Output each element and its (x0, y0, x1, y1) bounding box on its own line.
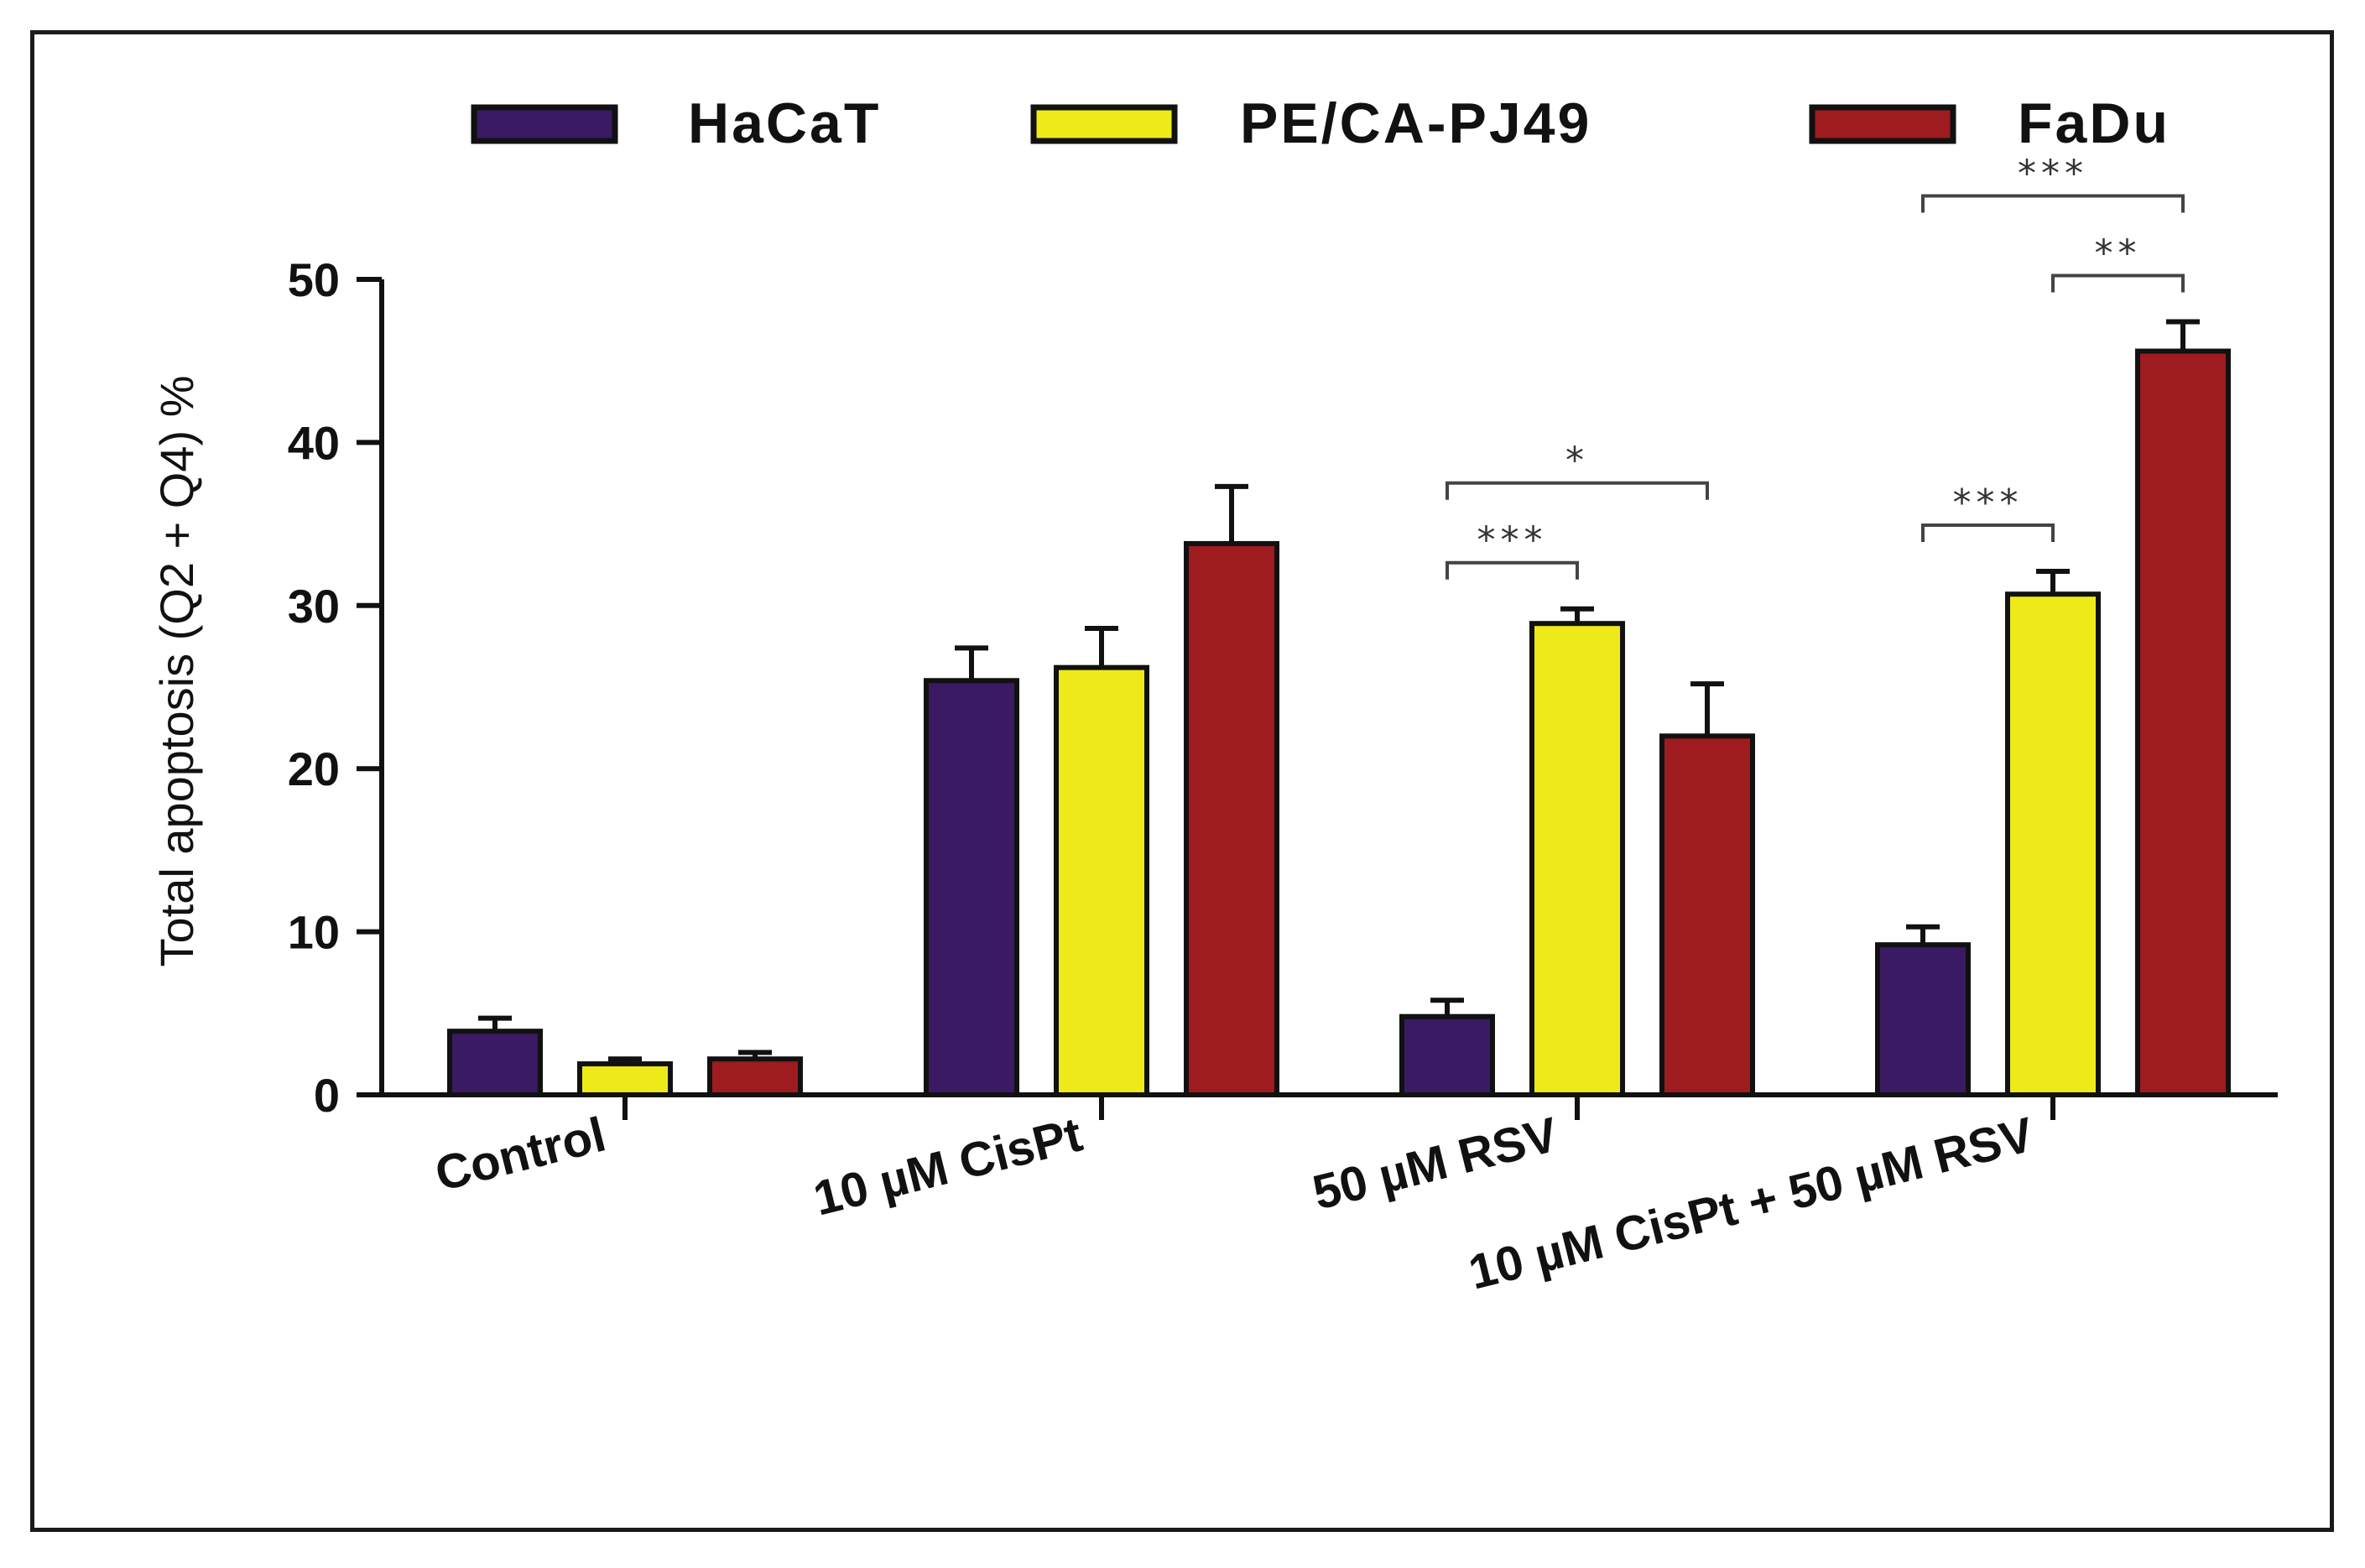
legend-swatch (1030, 104, 1178, 144)
legend-item: HaCaT (471, 91, 881, 155)
legend-item: FaDu (1809, 91, 2170, 155)
bracket-line (2051, 273, 2185, 293)
y-tick-label: 50 (288, 253, 340, 306)
legend-label: HaCaT (688, 91, 881, 155)
y-tick-label: 10 (288, 906, 340, 959)
significance-bracket: *** (1921, 153, 2185, 213)
legend-swatch (471, 104, 618, 144)
bar (1399, 1013, 1495, 1097)
bar (707, 1056, 803, 1098)
significance-label: *** (2018, 153, 2088, 195)
significance-brackets: ************ (1446, 153, 2185, 580)
legend-item: PE/CA-PJ49 (1030, 91, 1591, 155)
y-tick-label: 0 (314, 1069, 340, 1122)
bar (1659, 733, 1755, 1097)
significance-label: *** (1953, 482, 2024, 524)
legend-swatch (1809, 104, 1956, 144)
significance-bracket: ** (2051, 232, 2185, 293)
bar (1054, 664, 1149, 1097)
legend-label: FaDu (2018, 91, 2170, 155)
significance-bracket: *** (1921, 482, 2055, 542)
bracket-line (1446, 481, 1709, 500)
significance-label: *** (1477, 519, 1548, 562)
legend: HaCaT PE/CA-PJ49 FaDu (471, 91, 2170, 155)
bar (924, 678, 1019, 1097)
significance-label: * (1565, 440, 1589, 482)
figure-frame (30, 30, 2334, 1532)
x-tick-label: 50 µM RSV (1308, 1107, 1564, 1220)
bar (447, 1029, 543, 1097)
bar (2135, 348, 2231, 1097)
y-tick-label: 40 (288, 416, 340, 469)
bars (447, 319, 2231, 1098)
significance-bracket: *** (1446, 519, 1579, 580)
y-axis-label: Total apoptosis (Q2 + Q4) % (150, 375, 203, 966)
bar (1184, 540, 1279, 1097)
bracket-line (1446, 560, 1579, 580)
significance-bracket: * (1446, 440, 1709, 500)
bracket-line (1921, 194, 2185, 213)
significance-label: ** (2095, 232, 2142, 275)
bar (2005, 591, 2101, 1097)
bar (1529, 621, 1625, 1097)
bracket-line (1921, 523, 2055, 542)
x-tick-label: 10 µM CisPt (808, 1107, 1087, 1227)
legend-label: PE/CA-PJ49 (1240, 91, 1591, 155)
bar (577, 1061, 673, 1097)
bar (1875, 942, 1971, 1097)
x-tick-label: Control (430, 1107, 611, 1202)
y-tick-label: 20 (288, 742, 340, 795)
y-tick-label: 30 (288, 580, 340, 633)
